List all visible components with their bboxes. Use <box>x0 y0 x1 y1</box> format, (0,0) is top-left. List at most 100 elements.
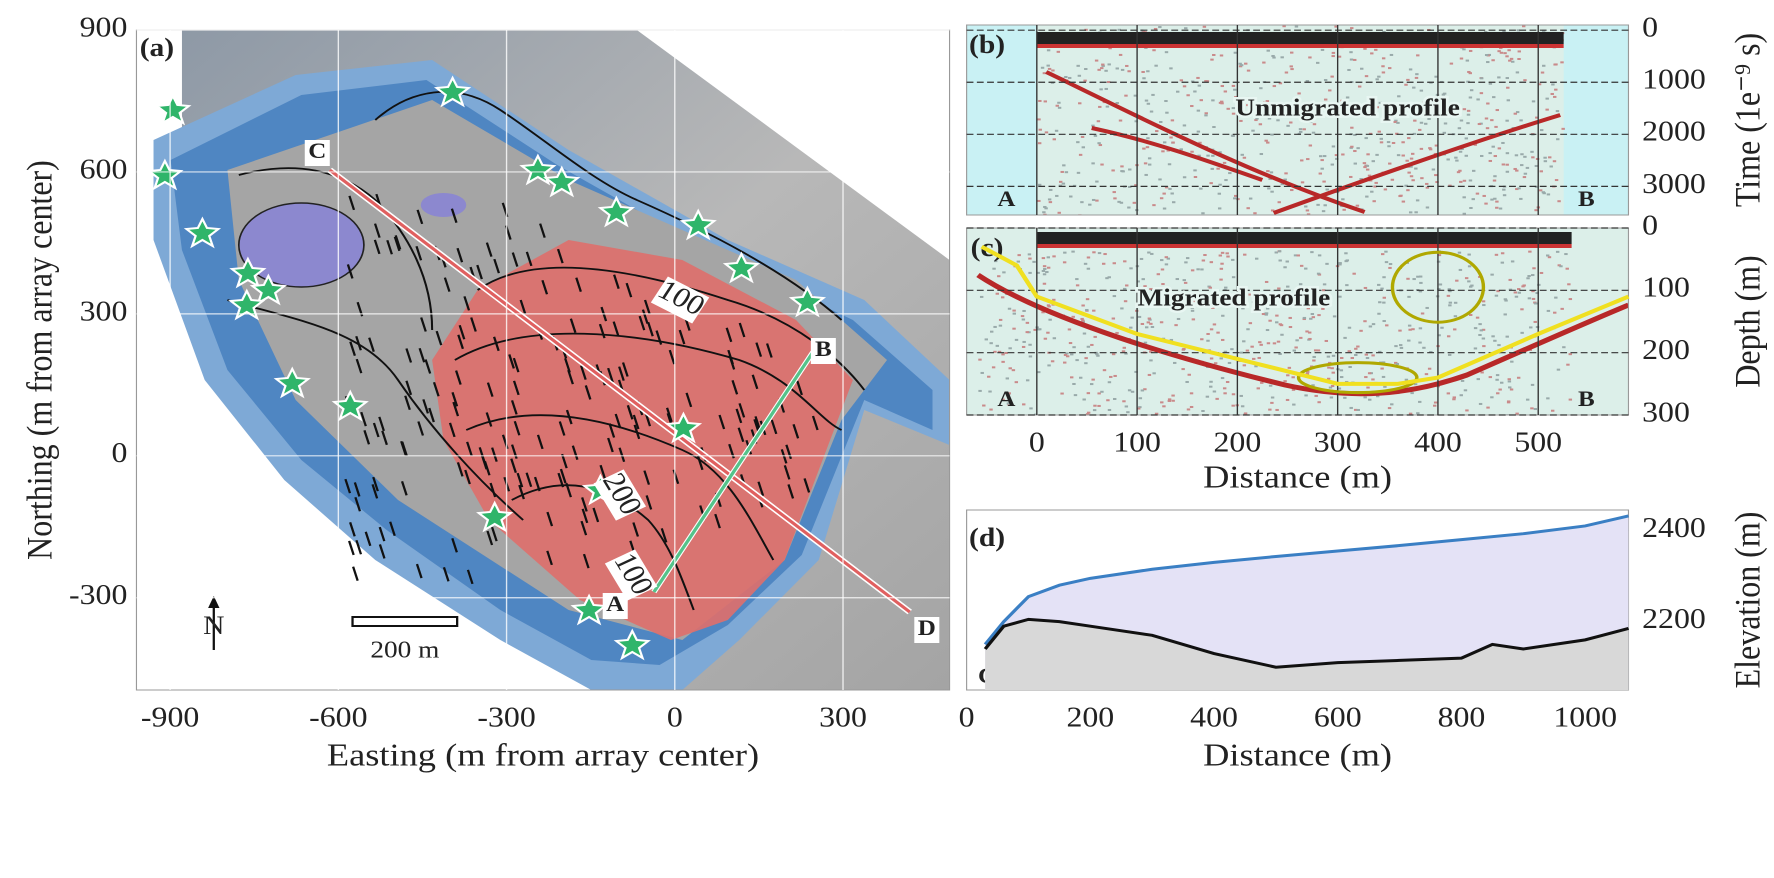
speckle <box>1547 256 1552 259</box>
speckle <box>989 342 993 345</box>
speckle <box>1086 345 1091 348</box>
speckle <box>1181 348 1186 351</box>
speckle <box>1568 398 1573 401</box>
speckle <box>1171 394 1175 397</box>
speckle <box>1182 124 1187 127</box>
speckle <box>1283 266 1287 269</box>
speckle <box>1532 267 1536 270</box>
speckle <box>1516 376 1521 379</box>
speckle <box>1344 252 1348 255</box>
speckle <box>1314 111 1318 114</box>
speckle <box>1149 322 1153 325</box>
speckle <box>1014 338 1019 341</box>
crevasse <box>660 528 668 543</box>
speckle <box>1047 67 1052 70</box>
crevasse <box>456 247 464 263</box>
crevasse <box>598 323 606 339</box>
speckle <box>1386 111 1391 114</box>
speckle <box>1517 291 1521 294</box>
speckle <box>1167 163 1172 166</box>
speckle <box>1265 307 1270 310</box>
speckle <box>1334 25 1338 28</box>
speckle <box>1455 279 1459 282</box>
speckle <box>1050 360 1055 363</box>
speckle <box>1046 331 1050 334</box>
speckle <box>1162 303 1166 306</box>
speckle <box>1268 319 1272 322</box>
speckle <box>1519 119 1523 122</box>
speckle <box>1306 158 1310 161</box>
speckle <box>1063 354 1068 357</box>
speckle <box>1531 290 1535 293</box>
speckle <box>1517 50 1521 53</box>
speckle <box>1160 268 1165 271</box>
speckle <box>1058 184 1063 187</box>
speckle <box>1475 192 1480 195</box>
speckle <box>1419 147 1424 150</box>
speckle <box>1460 379 1465 382</box>
speckle <box>1374 48 1378 51</box>
speckle <box>1357 85 1362 88</box>
speckle <box>1222 161 1227 164</box>
speckle <box>1096 120 1101 123</box>
speckle <box>1473 143 1478 146</box>
crevasse <box>626 405 634 420</box>
speckle <box>1320 159 1324 162</box>
crevasse <box>451 392 459 407</box>
speckle <box>1160 259 1164 262</box>
speckle <box>1100 67 1104 70</box>
speckle <box>1265 329 1270 332</box>
speckle <box>1250 112 1254 115</box>
speckle <box>1500 261 1505 264</box>
crevasse <box>486 530 494 546</box>
speckle <box>1083 262 1088 265</box>
speckle <box>1155 130 1159 133</box>
speckle <box>1416 275 1420 278</box>
speckle <box>1106 399 1110 402</box>
speckle <box>1520 308 1524 311</box>
speckle <box>1538 189 1543 192</box>
crevasse <box>353 482 361 497</box>
speckle <box>1420 177 1424 180</box>
speckle <box>1255 257 1259 260</box>
speckle <box>1370 190 1374 193</box>
speckle <box>1006 393 1011 396</box>
speckle <box>1097 252 1102 255</box>
speckle <box>1476 378 1480 381</box>
crevasse <box>796 380 803 396</box>
speckle <box>1354 347 1358 350</box>
speckle <box>1270 401 1274 404</box>
speckle <box>1162 192 1166 195</box>
speckle <box>1144 173 1148 176</box>
speckle <box>1043 100 1048 103</box>
y-tick-label: 900 <box>80 12 128 43</box>
speckle <box>1130 316 1134 319</box>
crevasse <box>655 330 663 345</box>
speckle <box>1363 166 1367 169</box>
speckle <box>1490 396 1494 399</box>
speckle <box>1085 413 1090 415</box>
speckle <box>1240 153 1244 156</box>
speckle <box>1515 169 1519 172</box>
speckle <box>1091 162 1095 165</box>
speckle <box>1459 180 1463 183</box>
speckle <box>1022 403 1026 406</box>
speckle <box>1000 296 1005 299</box>
y-tick-label: 300 <box>1642 397 1690 428</box>
speckle <box>1167 399 1172 402</box>
speckle <box>1185 380 1189 383</box>
speckle <box>1224 179 1228 182</box>
crevasse <box>422 399 430 414</box>
speckle <box>1551 409 1555 412</box>
speckle <box>1548 156 1552 159</box>
speckle <box>1137 407 1141 410</box>
speckle <box>1306 213 1311 215</box>
speckle <box>1428 147 1432 150</box>
speckle <box>1528 250 1532 253</box>
speckle <box>1404 105 1408 108</box>
speckle <box>1080 135 1085 138</box>
speckle <box>1302 318 1306 321</box>
speckle <box>1259 343 1263 346</box>
speckle <box>1319 155 1323 158</box>
speckle <box>1377 75 1381 78</box>
